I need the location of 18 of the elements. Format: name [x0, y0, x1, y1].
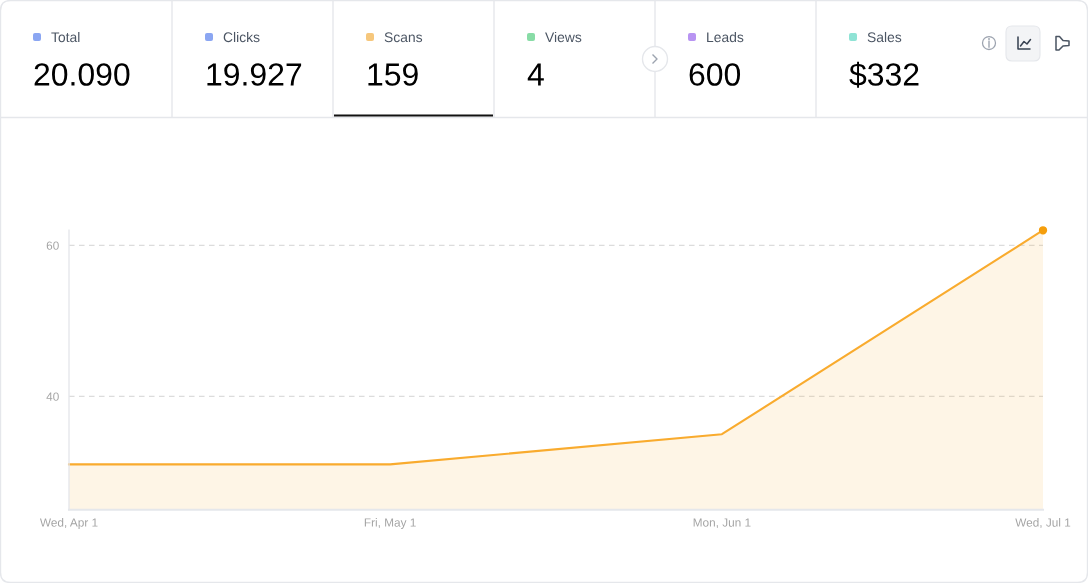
text: 20.090	[34, 63, 130, 86]
text: 600	[689, 63, 741, 86]
text: 19.927	[207, 63, 302, 86]
text: $332	[849, 61, 919, 88]
text: 4	[527, 63, 544, 86]
x-tick-label: Fri, May 1	[364, 518, 416, 530]
category-label: Leads	[707, 31, 744, 43]
category-label: Scans	[384, 32, 423, 43]
category-label: Clicks	[223, 31, 260, 43]
x-tick-label: Wed, Apr 1	[39, 518, 98, 530]
x-tick-label: Mon, Jun 1	[693, 518, 751, 529]
y-tick-label: 60	[46, 241, 59, 250]
category-label: Views	[545, 31, 582, 43]
category-label: Total	[51, 31, 80, 43]
category-label: Sales	[867, 31, 902, 43]
y-tick-label: 40	[46, 392, 59, 401]
x-tick-label: Wed, Jul 1	[1015, 518, 1071, 529]
text: 159	[368, 63, 418, 86]
